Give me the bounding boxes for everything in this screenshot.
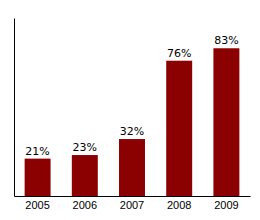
bar xyxy=(25,159,51,196)
x-axis-line xyxy=(15,196,251,197)
bar xyxy=(119,139,145,196)
bar xyxy=(166,61,192,196)
data-label: 23% xyxy=(73,141,97,154)
x-tick-label: 2007 xyxy=(120,199,144,211)
bar xyxy=(72,155,98,196)
x-tick-label: 2009 xyxy=(214,199,238,211)
data-label: 21% xyxy=(25,145,49,158)
x-tick-label: 2006 xyxy=(73,199,97,211)
data-label: 32% xyxy=(120,125,144,138)
y-axis xyxy=(14,19,15,197)
x-tick: 2005 xyxy=(25,196,49,211)
x-axis: 2005 2006 2007 2008 2009 xyxy=(15,196,251,211)
data-label: 76% xyxy=(167,47,191,60)
data-label: 83% xyxy=(214,34,238,47)
x-tick: 2009 xyxy=(214,196,238,211)
chart: 2005 2006 2007 2008 2009 21% 23% 32% 76% 83% xyxy=(0,0,260,220)
x-tick: 2007 xyxy=(120,196,144,211)
x-tick: 2008 xyxy=(167,196,191,211)
bars xyxy=(25,48,240,196)
bar xyxy=(213,48,239,196)
data-labels: 21% 23% 32% 76% 83% xyxy=(25,34,238,157)
x-tick-label: 2008 xyxy=(167,199,191,211)
y-axis-line xyxy=(14,19,15,197)
plot-area: 2005 2006 2007 2008 2009 21% 23% 32% 76% 83% xyxy=(15,19,251,211)
x-tick: 2006 xyxy=(73,196,97,211)
x-tick-label: 2005 xyxy=(25,199,49,211)
